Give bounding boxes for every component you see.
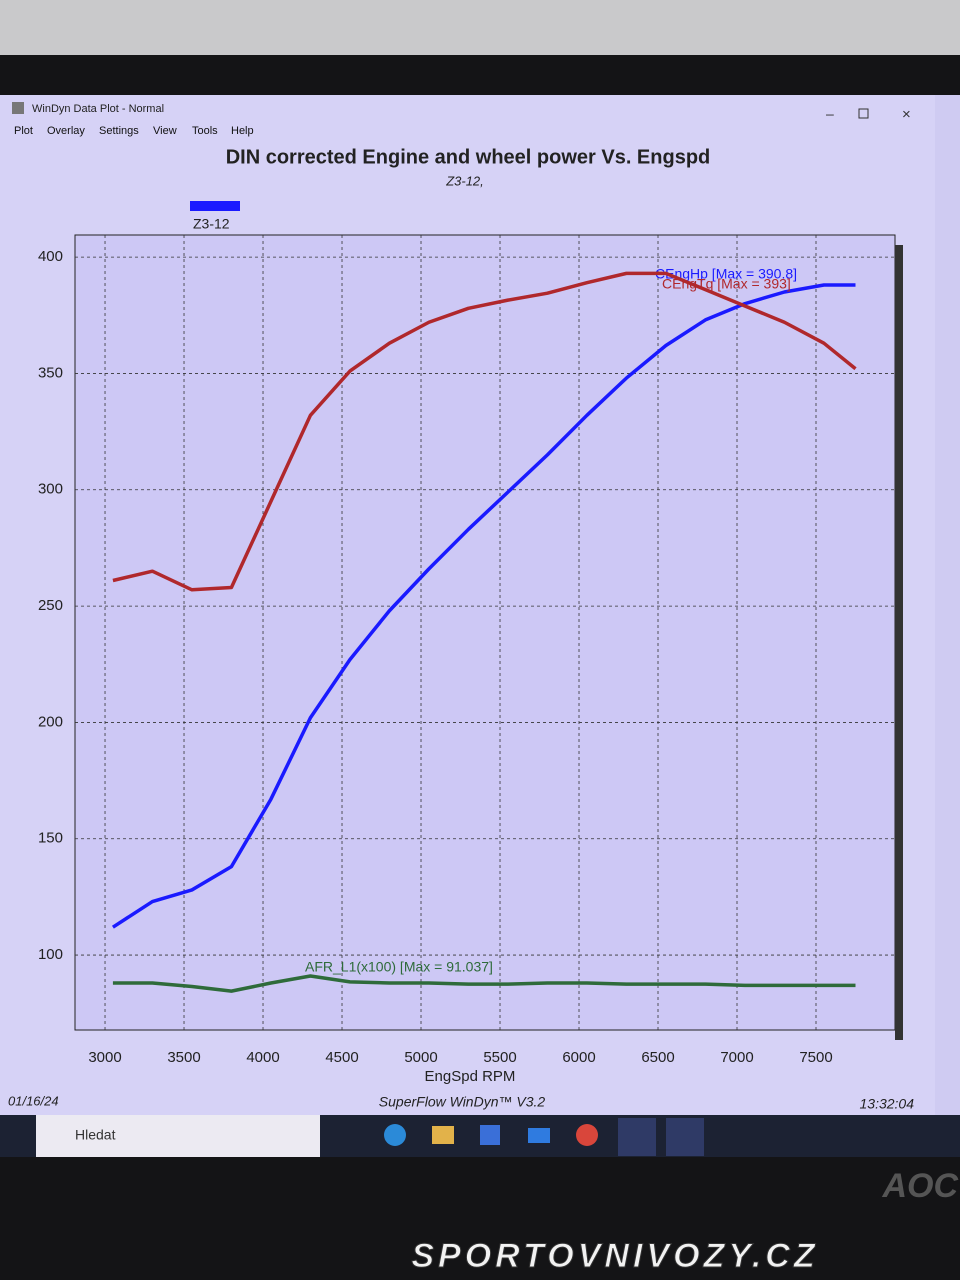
series-line [112, 271, 857, 592]
wall [0, 0, 960, 60]
watermark: SPORTOVNIVOZY.CZ [411, 1237, 818, 1275]
x-tick-label: 7000 [720, 1049, 753, 1066]
taskbar-icon[interactable] [618, 1118, 656, 1156]
y-tick-label: 200 [38, 713, 63, 730]
chart-subtitle: Z3-12, [445, 173, 484, 188]
close-button[interactable]: × [902, 106, 911, 123]
x-tick-label: 7500 [799, 1049, 832, 1066]
footer-time: 13:32:04 [860, 1096, 915, 1112]
taskbar-icon[interactable] [480, 1125, 500, 1145]
x-tick-label: 3500 [167, 1049, 200, 1066]
taskbar-icon[interactable] [666, 1118, 704, 1156]
minimize-button[interactable]: – [826, 106, 834, 122]
taskbar-icon[interactable] [384, 1124, 406, 1146]
x-axis-label: EngSpd RPM [425, 1068, 516, 1085]
x-tick-label: 6500 [641, 1049, 674, 1066]
y-tick-label: 100 [38, 946, 63, 963]
y-tick-label: 250 [38, 597, 63, 614]
menu-item[interactable]: Help [231, 125, 254, 137]
legend-swatch [190, 201, 240, 211]
y-tick-label: 300 [38, 481, 63, 498]
y-tick-label: 150 [38, 830, 63, 847]
menu-item[interactable]: Plot [14, 125, 33, 137]
menu-item[interactable]: Tools [192, 125, 218, 137]
series-label: CEngHp [Max = 390.8] [655, 266, 797, 282]
series-label: CEngTq [Max = 393] [662, 276, 791, 292]
x-tick-label: 5500 [483, 1049, 516, 1066]
menu-item[interactable]: Settings [99, 125, 139, 137]
maximize-button[interactable] [858, 108, 869, 119]
y-tick-label: 400 [38, 248, 63, 265]
side-window [935, 95, 960, 1120]
taskbar-icon[interactable] [576, 1124, 598, 1146]
series-line [112, 974, 856, 993]
menu-item[interactable]: View [153, 125, 177, 137]
search-box[interactable] [36, 1115, 320, 1157]
menu-item[interactable]: Overlay [47, 125, 85, 137]
x-tick-label: 4500 [325, 1049, 358, 1066]
window-icon [12, 102, 24, 114]
legend-label: Z3-12 [193, 216, 230, 232]
series-line [111, 283, 856, 929]
chart-title: DIN corrected Engine and wheel power Vs.… [226, 146, 711, 168]
taskbar-icon[interactable] [528, 1128, 550, 1143]
monitor-brand: AOC [881, 1167, 958, 1205]
x-tick-label: 6000 [562, 1049, 595, 1066]
x-tick-label: 4000 [246, 1049, 279, 1066]
search-placeholder: Hledat [75, 1127, 116, 1143]
x-tick-label: 5000 [404, 1049, 437, 1066]
taskbar-icon[interactable] [432, 1126, 454, 1144]
window-title: WinDyn Data Plot - Normal [32, 103, 164, 115]
plot-area [74, 234, 896, 1031]
series-label: AFR_L1(x100) [Max = 91.037] [305, 959, 493, 975]
footer-date: 01/16/24 [8, 1093, 59, 1108]
x-tick-label: 3000 [88, 1049, 121, 1066]
y-tick-label: 350 [38, 364, 63, 381]
plot-shadow [895, 245, 903, 1040]
footer-product: SuperFlow WinDyn™ V3.2 [379, 1094, 546, 1110]
